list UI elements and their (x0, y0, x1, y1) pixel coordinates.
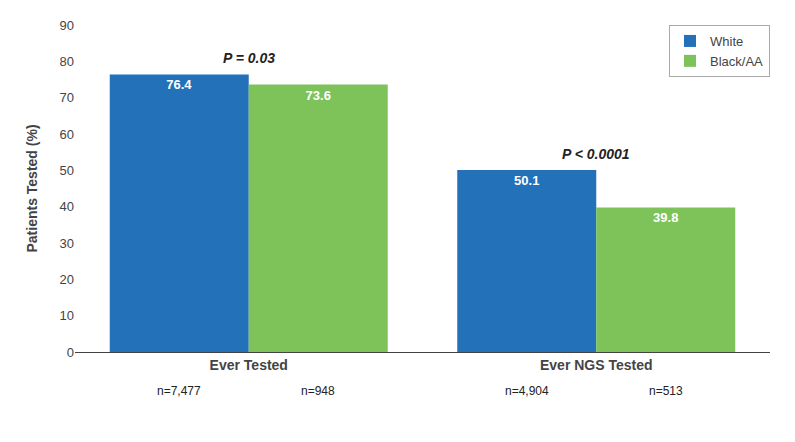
svg-text:76.4: 76.4 (166, 77, 192, 92)
svg-text:30: 30 (60, 236, 74, 251)
svg-text:40: 40 (60, 199, 74, 214)
svg-text:n=948: n=948 (301, 384, 335, 398)
svg-text:P = 0.03: P = 0.03 (223, 50, 275, 66)
svg-text:50.1: 50.1 (514, 173, 539, 188)
svg-text:80: 80 (60, 54, 74, 69)
svg-text:n=7,477: n=7,477 (157, 384, 201, 398)
svg-text:Patients Tested (%): Patients Tested (%) (24, 124, 40, 252)
svg-text:20: 20 (60, 272, 74, 287)
svg-text:50: 50 (60, 163, 74, 178)
svg-text:Black/AA: Black/AA (710, 54, 763, 69)
svg-text:P < 0.0001: P < 0.0001 (562, 146, 630, 162)
svg-text:10: 10 (60, 308, 74, 323)
svg-text:73.6: 73.6 (306, 88, 331, 103)
svg-text:Ever Tested: Ever Tested (210, 357, 288, 373)
svg-text:n=513: n=513 (649, 384, 683, 398)
svg-text:White: White (710, 34, 743, 49)
svg-text:90: 90 (60, 18, 74, 33)
svg-text:0: 0 (67, 345, 74, 360)
svg-text:70: 70 (60, 90, 74, 105)
svg-text:39.8: 39.8 (653, 210, 678, 225)
svg-text:n=4,904: n=4,904 (505, 384, 549, 398)
svg-text:60: 60 (60, 127, 74, 142)
svg-text:Ever NGS Tested: Ever NGS Tested (540, 357, 653, 373)
